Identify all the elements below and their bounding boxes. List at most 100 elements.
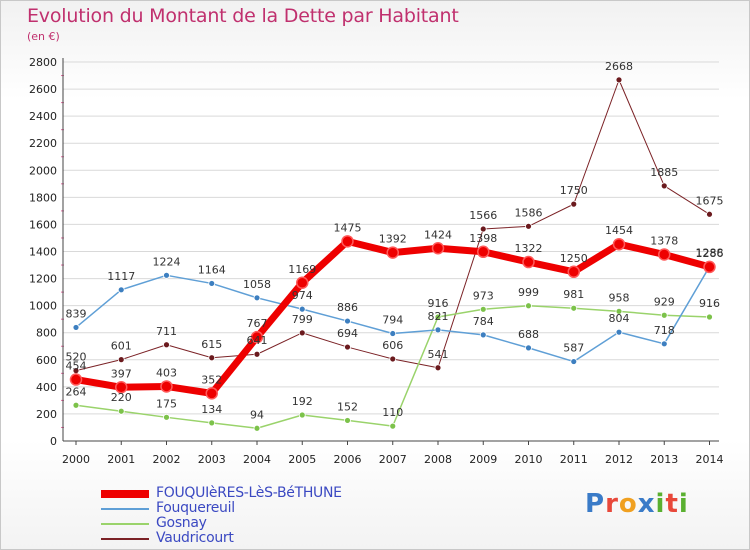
data-label: 541 — [428, 348, 449, 361]
data-point — [434, 326, 442, 334]
data-point — [160, 380, 173, 393]
data-label: 601 — [111, 340, 132, 353]
data-point — [434, 313, 442, 321]
x-tick-label: 2008 — [424, 453, 452, 466]
data-label: 981 — [563, 288, 584, 301]
data-point — [117, 407, 125, 415]
x-tick-label: 2002 — [153, 453, 181, 466]
data-point — [570, 304, 578, 312]
y-tick-label: 1400 — [29, 246, 57, 259]
data-point — [69, 373, 83, 386]
data-point — [250, 330, 264, 344]
data-label: 352 — [201, 373, 222, 386]
data-label: 1392 — [379, 233, 407, 246]
data-point — [479, 331, 487, 339]
logo-letter: r — [605, 489, 619, 519]
logo-letter: P — [585, 489, 606, 519]
proxiti-logo: Proxiti — [585, 489, 689, 519]
data-label: 711 — [156, 325, 177, 338]
data-label: 1885 — [650, 166, 678, 179]
y-tick-label: 0 — [50, 435, 57, 448]
y-tick-label: 2600 — [29, 83, 57, 96]
x-tick-label: 2001 — [107, 453, 135, 466]
data-point — [567, 265, 580, 279]
data-label: 641 — [247, 334, 268, 347]
data-label: 1117 — [107, 270, 135, 283]
data-label: 397 — [111, 367, 132, 380]
data-label: 1566 — [469, 209, 497, 222]
data-label: 1675 — [696, 194, 724, 207]
data-label: 958 — [609, 291, 630, 304]
data-label: 694 — [337, 327, 358, 340]
logo-letter: o — [618, 489, 638, 519]
data-point — [344, 317, 351, 325]
data-point — [163, 413, 170, 421]
data-point — [522, 255, 535, 269]
data-label: 1322 — [515, 242, 543, 255]
data-point — [660, 311, 668, 319]
data-label: 110 — [382, 406, 403, 419]
data-point — [386, 246, 399, 259]
data-label: 1164 — [198, 263, 226, 276]
data-label: 1586 — [515, 206, 543, 219]
data-label: 1750 — [560, 184, 588, 197]
legend-swatch — [101, 490, 149, 498]
data-point — [660, 182, 668, 190]
data-label: 175 — [156, 397, 177, 410]
data-label: 804 — [609, 312, 630, 325]
data-point — [615, 76, 623, 84]
data-point — [341, 235, 354, 248]
data-label: 587 — [563, 342, 584, 355]
x-tick-label: 2014 — [696, 453, 724, 466]
data-point — [298, 329, 306, 337]
chart-title: Evolution du Montant de la Dette par Hab… — [27, 5, 459, 27]
data-label: 606 — [382, 339, 403, 352]
data-point — [72, 401, 80, 409]
data-point — [208, 419, 216, 427]
data-label: 916 — [699, 297, 720, 310]
data-label: 1398 — [469, 232, 497, 245]
x-tick-label: 2005 — [288, 453, 316, 466]
data-point — [477, 245, 490, 259]
data-point — [570, 200, 578, 208]
y-tick-label: 2800 — [29, 56, 57, 69]
data-point — [525, 302, 532, 310]
data-label: 973 — [473, 289, 494, 302]
y-tick-label: 1800 — [29, 191, 57, 204]
y-tick-label: 2400 — [29, 110, 57, 123]
y-tick-label: 1600 — [29, 218, 57, 231]
logo-letter: i — [678, 489, 689, 519]
data-label: 1454 — [605, 224, 633, 237]
data-point — [298, 305, 306, 313]
x-tick-label: 2006 — [334, 453, 362, 466]
data-point — [615, 328, 623, 336]
data-label: 520 — [66, 351, 87, 364]
data-label: 1169 — [288, 263, 316, 276]
data-point — [163, 271, 170, 279]
data-label: 784 — [473, 315, 494, 328]
x-tick-label: 2013 — [650, 453, 678, 466]
data-point — [525, 344, 532, 352]
data-point — [253, 424, 261, 432]
data-label: 1224 — [153, 255, 181, 268]
legend-swatch — [101, 523, 149, 525]
data-label: 1286 — [696, 247, 724, 260]
data-label: 1378 — [650, 234, 678, 247]
data-label: 821 — [428, 310, 449, 323]
y-tick-label: 2200 — [29, 137, 57, 150]
legend-label: Fouquereuil — [156, 500, 235, 516]
data-point — [344, 417, 351, 424]
data-point — [431, 242, 445, 255]
data-label: 916 — [428, 297, 449, 310]
x-tick-label: 2012 — [605, 453, 633, 466]
data-label: 839 — [66, 307, 87, 320]
logo-letter: t — [665, 489, 679, 519]
y-tick-label: 200 — [36, 408, 57, 421]
data-label: 1058 — [243, 278, 271, 291]
logo-letter: i — [655, 489, 666, 519]
data-point — [117, 356, 125, 364]
data-point — [115, 381, 128, 394]
data-label: 94 — [250, 408, 264, 421]
data-label: 134 — [201, 403, 222, 416]
